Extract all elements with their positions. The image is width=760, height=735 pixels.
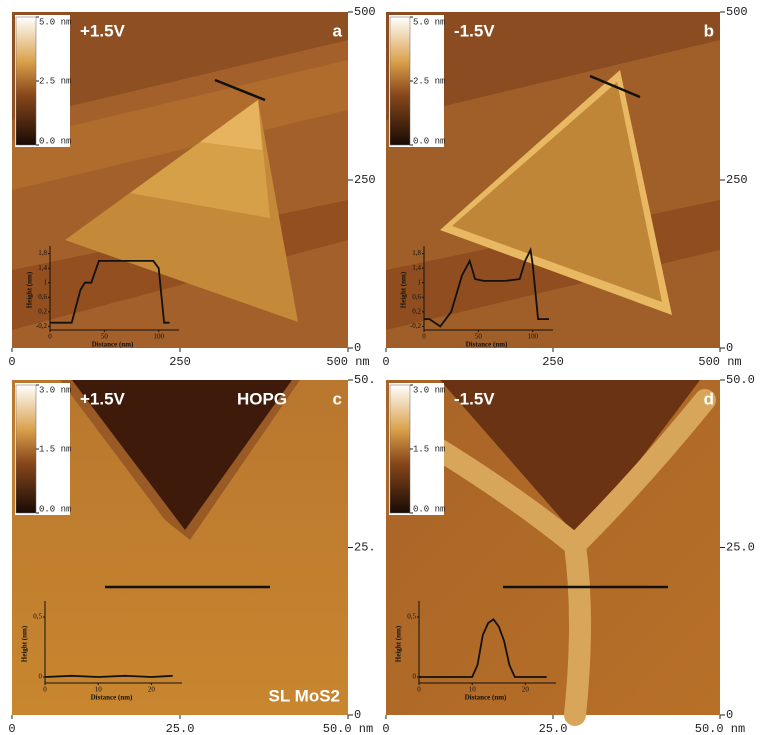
colorbar — [389, 384, 411, 514]
inset-x-label: Distance (nm) — [91, 694, 133, 702]
bottom-tick-label: 250 — [542, 355, 564, 369]
inset-x-tick-label: 0 — [422, 333, 426, 341]
inset-x-label: Distance (nm) — [92, 341, 134, 349]
inset-x-tick-label: 0 — [48, 333, 52, 341]
stm-image-d — [386, 380, 720, 726]
inset-y-tick-label: 0,5 — [407, 613, 416, 621]
colorbar — [15, 16, 37, 146]
right-tick-label: 0 — [354, 708, 361, 722]
inset-y-tick-label: 1,4 — [38, 264, 47, 272]
bias-label: +1.5V — [80, 389, 126, 408]
inset-y-tick-label: -0,2 — [36, 322, 48, 330]
inset-y-tick-label: 0,2 — [412, 307, 421, 315]
inset-y-tick-label: 0,5 — [33, 613, 42, 621]
right-tick-label: 500 — [726, 5, 748, 19]
inset-x-tick-label: 100 — [527, 333, 538, 341]
colorbar-label: 0.0 nm — [39, 136, 71, 146]
inset-y-label: Height (nm) — [26, 271, 34, 308]
profile-line — [214, 78, 266, 102]
inset-x-tick-label: 0 — [43, 686, 47, 694]
inset-y-tick-label: 1,4 — [412, 264, 421, 272]
bottom-tick-label: 25.0 — [539, 722, 568, 735]
colorbar-label: 0.0 nm — [39, 504, 71, 514]
height-profile — [44, 674, 173, 678]
right-tick-label: 50. — [354, 373, 376, 387]
inset-y-tick-label: 1 — [44, 278, 48, 286]
height-profile — [419, 618, 547, 678]
inset-x-tick-label: 0 — [417, 686, 421, 694]
panel-label: a — [333, 21, 343, 40]
bottom-tick-label: 0 — [382, 355, 389, 369]
inset-y-tick-label: 0 — [413, 673, 417, 681]
colorbar-label: 0.0 nm — [413, 504, 445, 514]
right-tick-label: 0 — [726, 708, 733, 722]
height-profile — [50, 260, 170, 324]
colorbar-label: 5.0 nm — [413, 17, 445, 27]
right-tick-label: 25.0 — [726, 541, 755, 555]
right-tick-label: 250 — [354, 173, 376, 187]
inset-x-tick-label: 50 — [475, 333, 483, 341]
top-text: HOPG — [237, 389, 287, 408]
bottom-tick-label: 50.0 nm — [695, 722, 745, 735]
inset-x-tick-label: 10 — [469, 686, 477, 694]
inset-x-label: Distance (nm) — [466, 341, 508, 349]
inset-y-tick-label: 1,8 — [412, 249, 421, 257]
colorbar-label: 3.0 nm — [413, 385, 445, 395]
inset-x-tick-label: 50 — [101, 333, 109, 341]
right-tick-label: 250 — [726, 173, 748, 187]
inset-y-label: Height (nm) — [21, 625, 29, 662]
profile-line — [589, 74, 641, 99]
bias-label: +1.5V — [80, 21, 126, 40]
inset-y-tick-label: 0 — [39, 673, 43, 681]
right-tick-label: 25. — [354, 541, 376, 555]
inset-y-tick-label: 0,6 — [38, 293, 47, 301]
right-tick-label: 0 — [726, 341, 733, 355]
colorbar — [389, 16, 411, 146]
panel-label: c — [333, 389, 342, 408]
bias-label: -1.5V — [454, 389, 495, 408]
inset-y-tick-label: 0,2 — [38, 307, 47, 315]
right-tick-label: 0 — [354, 341, 361, 355]
bottom-tick-label: 0 — [8, 722, 15, 735]
inset-y-tick-label: -0,2 — [410, 322, 422, 330]
colorbar-label: 2.5 nm — [39, 76, 71, 86]
inset-y-tick-label: 0,6 — [412, 293, 421, 301]
inset-x-tick-label: 20 — [148, 686, 156, 694]
bottom-tick-label: 500 nm — [698, 355, 741, 369]
inset-x-label: Distance (nm) — [465, 694, 507, 702]
bottom-tick-label: 0 — [382, 722, 389, 735]
bottom-tick-label: 500 nm — [326, 355, 369, 369]
inset-x-tick-label: 100 — [153, 333, 164, 341]
inset-y-tick-label: 1,8 — [38, 249, 47, 257]
bottom-tick-label: 50.0 nm — [323, 722, 373, 735]
colorbar-label: 2.5 nm — [413, 76, 445, 86]
colorbar-label: 1.5 nm — [413, 444, 445, 454]
bottom-tick-label: 25.0 — [166, 722, 195, 735]
colorbar-label: 3.0 nm — [39, 385, 71, 395]
bottom-tick-label: 250 — [169, 355, 191, 369]
panel-label: d — [704, 389, 714, 408]
inset-x-tick-label: 20 — [522, 686, 530, 694]
right-tick-label: 50.0 — [726, 373, 755, 387]
inset-x-tick-label: 10 — [95, 686, 103, 694]
bottom-tick-label: 0 — [8, 355, 15, 369]
inset-y-label: Height (nm) — [395, 625, 403, 662]
inset-y-label: Height (nm) — [400, 271, 408, 308]
colorbar — [15, 384, 37, 514]
bottom-text: SL MoS2 — [269, 686, 340, 705]
height-profile — [424, 247, 549, 328]
colorbar-label: 5.0 nm — [39, 17, 71, 27]
right-tick-label: 500 — [354, 5, 376, 19]
colorbar-label: 1.5 nm — [39, 444, 71, 454]
stm-image-a — [12, 12, 348, 348]
bias-label: -1.5V — [454, 21, 495, 40]
inset-y-tick-label: 1 — [418, 278, 422, 286]
panel-label: b — [704, 21, 714, 40]
colorbar-label: 0.0 nm — [413, 136, 445, 146]
